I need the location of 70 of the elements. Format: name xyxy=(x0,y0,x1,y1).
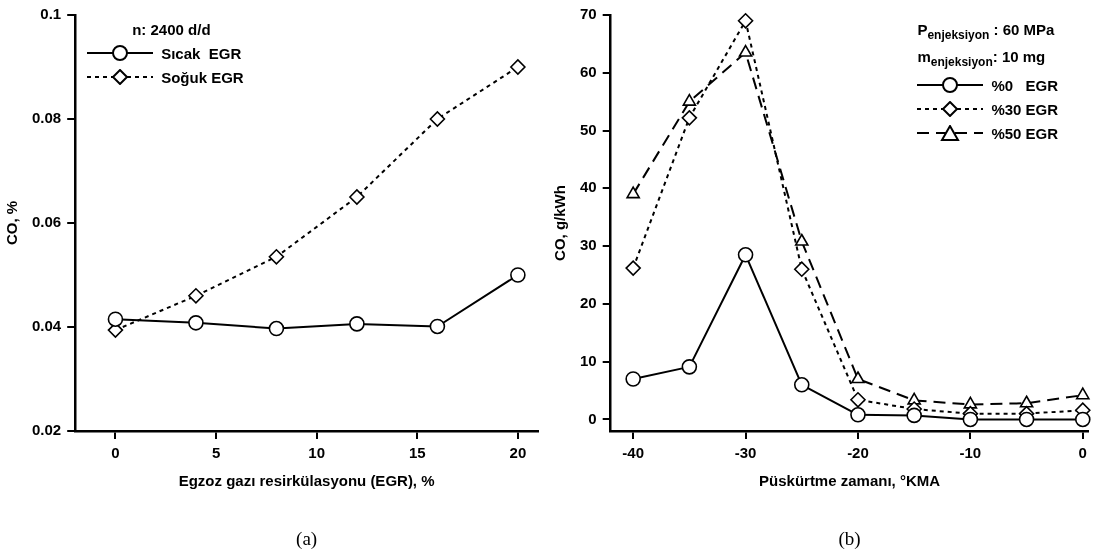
point xyxy=(510,267,526,283)
y-axis-title: CO, % xyxy=(3,200,21,246)
y-tick-label: 20 xyxy=(580,294,597,312)
y-axis-title: CO, g/kWh xyxy=(551,185,569,261)
point xyxy=(349,189,365,205)
y-tick-label: 40 xyxy=(580,178,597,196)
y-tick-label: 0.08 xyxy=(31,109,62,127)
point xyxy=(268,320,285,337)
x-tick-label: 5 xyxy=(211,444,221,462)
point xyxy=(850,407,866,423)
point xyxy=(681,359,698,375)
y-tick-label: 0.04 xyxy=(31,317,62,335)
y-tick-label: 0.02 xyxy=(31,421,62,439)
legend-label: %30 EGR xyxy=(991,99,1059,119)
point xyxy=(349,316,365,332)
point xyxy=(1019,395,1034,408)
text: (a) xyxy=(296,528,318,550)
point xyxy=(793,376,810,393)
point xyxy=(737,246,754,263)
point xyxy=(1018,411,1035,428)
legend-label: Soğuk EGR xyxy=(161,67,244,87)
x-tick-label: 15 xyxy=(408,444,426,462)
point xyxy=(188,315,204,331)
text: (b) xyxy=(838,528,861,550)
y-tick-label: 0.06 xyxy=(31,213,62,231)
x-tick-label: -20 xyxy=(847,444,869,462)
x-tick-label: 0 xyxy=(1078,444,1087,462)
point xyxy=(793,261,810,278)
y-tick-label: 50 xyxy=(580,120,597,138)
point xyxy=(851,371,865,384)
point xyxy=(794,233,809,246)
annotation: P$_{enjeksiyon}$ : 60 MPa xyxy=(917,20,1056,44)
point xyxy=(906,407,922,424)
x-tick-label: 20 xyxy=(509,444,527,462)
point xyxy=(738,44,753,57)
x-axis-title: Püskürtme zamanı, °KMA xyxy=(759,472,941,490)
annotation: m$_{enjeksiyon}$: 10 mg xyxy=(917,47,1047,71)
point xyxy=(737,12,754,29)
point xyxy=(626,186,641,199)
x-tick-label: 10 xyxy=(308,444,325,462)
point xyxy=(188,288,204,304)
legend-label: %0 EGR xyxy=(991,75,1059,95)
legend-title: n: 2400 d/d xyxy=(131,20,212,40)
point xyxy=(429,318,446,335)
point xyxy=(107,311,124,327)
point xyxy=(1075,387,1090,400)
y-tick-label: 0.1 xyxy=(40,5,62,23)
point xyxy=(850,392,866,408)
x-tick-label: 0 xyxy=(111,444,120,462)
y-tick-label: 0 xyxy=(588,409,597,427)
legend-label: Sıcak EGR xyxy=(161,43,242,63)
x-axis-title: Egzoz gazı resirkülasyonu (EGR), % xyxy=(178,472,435,490)
x-tick-label: -10 xyxy=(959,444,982,462)
point xyxy=(625,371,641,387)
x-tick-label: -30 xyxy=(734,444,757,462)
y-tick-label: 30 xyxy=(580,236,597,254)
point xyxy=(681,110,698,126)
point xyxy=(510,59,526,75)
point xyxy=(682,93,697,106)
x-tick-label: -40 xyxy=(622,444,645,462)
y-tick-label: 60 xyxy=(580,62,597,80)
point xyxy=(963,396,978,409)
point xyxy=(625,260,641,276)
point xyxy=(429,111,446,127)
y-tick-label: 10 xyxy=(580,351,597,369)
y-tick-label: 70 xyxy=(580,5,597,23)
point xyxy=(268,249,285,265)
point xyxy=(1074,411,1091,428)
legend-label: %50 EGR xyxy=(991,123,1059,143)
point xyxy=(962,411,979,428)
